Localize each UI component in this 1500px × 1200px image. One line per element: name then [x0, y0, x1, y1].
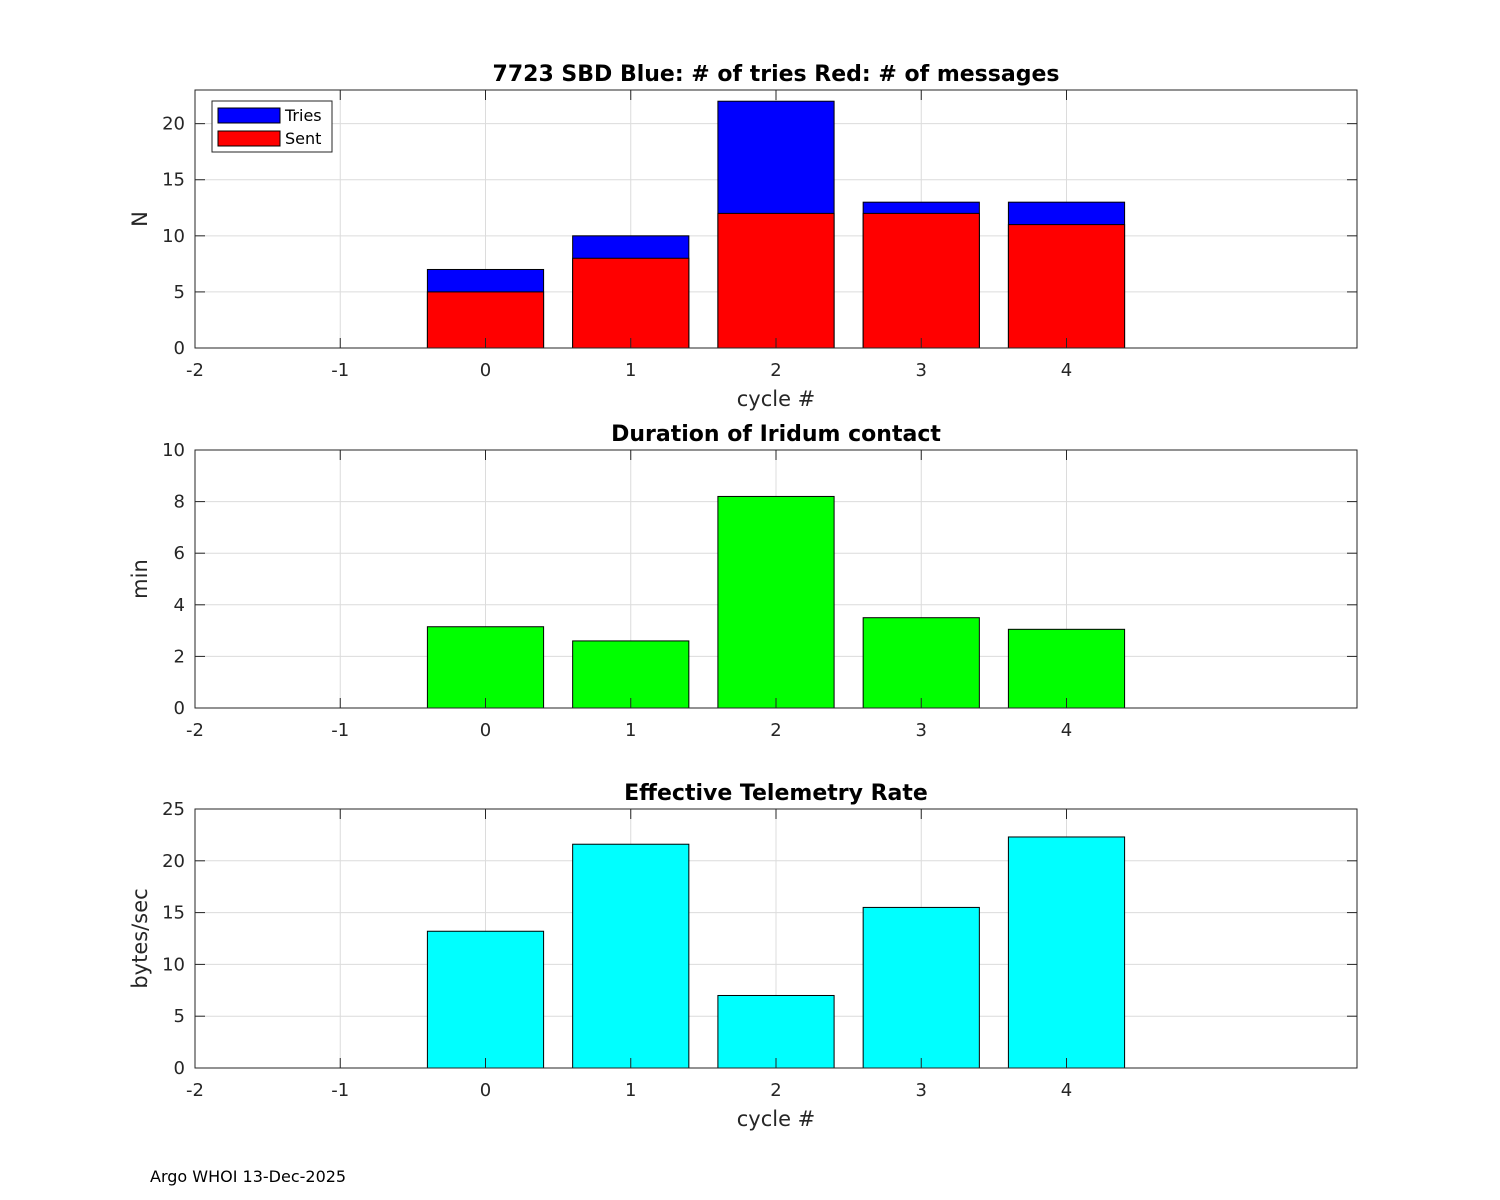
x-tick-label: 2: [770, 720, 781, 741]
bar-sent-cycle-1: [572, 257, 690, 349]
legend-swatch-tries: [217, 107, 281, 124]
x-tick-label: 0: [480, 720, 491, 741]
bar-sent-cycle-4: [1007, 224, 1126, 349]
bar-duration-cycle-4: [1007, 628, 1126, 709]
y-tick-label: 15: [162, 170, 185, 191]
bar-sent-cycle-3: [862, 212, 980, 349]
bar-duration-cycle-1: [572, 640, 690, 709]
y-axis-label: min: [128, 559, 152, 599]
y-tick-label: 5: [174, 282, 185, 303]
y-tick-label: 15: [162, 903, 185, 924]
footer-text: Argo WHOI 13-Dec-2025: [150, 1167, 346, 1186]
x-tick-label: 2: [770, 360, 781, 381]
y-axis-label: bytes/sec: [128, 888, 152, 988]
legend: Tries Sent: [211, 100, 333, 153]
legend-swatch-sent: [217, 130, 281, 147]
y-tick-label: 5: [174, 1006, 185, 1027]
x-tick-label: 1: [625, 720, 636, 741]
bar-duration-cycle-3: [862, 617, 980, 709]
y-tick-label: 20: [162, 851, 185, 872]
y-tick-label: 2: [174, 646, 185, 667]
y-tick-label: 10: [162, 954, 185, 975]
chart-panel-2: -2 -1 0 1 2 3 4 0 2 4 6 8 10 Duration of Iridum conta…: [128, 422, 1358, 741]
y-tick-label: 25: [162, 799, 185, 820]
y-tick-label: 8: [174, 492, 185, 513]
chart-title: Effective Telemetry Rate: [624, 781, 928, 806]
x-tick-label: 4: [1061, 1080, 1072, 1101]
x-tick-label: 4: [1061, 720, 1072, 741]
x-tick-label: 0: [480, 360, 491, 381]
x-axis-label: cycle #: [737, 387, 816, 411]
chart-panel-3: -2 -1 0 1 2 3 4 0 5 10 15 20 25 Effective Telemetry R…: [128, 781, 1358, 1131]
bar-rate-cycle-4: [1007, 836, 1126, 1069]
y-axis-label: N: [128, 211, 152, 227]
legend-label-tries: Tries: [284, 106, 322, 125]
x-tick-label: -1: [331, 1080, 349, 1101]
x-axis-label: cycle #: [737, 1107, 816, 1131]
legend-label-sent: Sent: [285, 129, 321, 148]
x-tick-label: 3: [916, 720, 927, 741]
bar-rate-cycle-1: [572, 843, 690, 1069]
x-tick-label: -2: [186, 1080, 204, 1101]
bar-duration-cycle-2: [717, 495, 835, 709]
bar-duration-cycle-0: [426, 626, 545, 709]
x-tick-label: 3: [916, 360, 927, 381]
y-tick-label: 10: [162, 440, 185, 461]
y-tick-label: 0: [174, 698, 185, 719]
bar-rate-cycle-0: [426, 930, 545, 1069]
x-tick-label: 1: [625, 1080, 636, 1101]
x-tick-label: 1: [625, 360, 636, 381]
x-tick-label: -2: [186, 720, 204, 741]
bar-sent-cycle-2: [717, 212, 835, 349]
chart-panel-1: -2 -1 0 1 2 3 4 0 5 10 15 20 7723 SBD Blue: # of tri…: [128, 62, 1358, 411]
x-tick-label: -1: [331, 720, 349, 741]
y-tick-label: 20: [162, 114, 185, 135]
x-tick-label: 4: [1061, 360, 1072, 381]
x-tick-label: 3: [916, 1080, 927, 1101]
x-tick-label: -2: [186, 360, 204, 381]
bar-rate-cycle-3: [862, 906, 980, 1069]
chart-title: 7723 SBD Blue: # of tries Red: # of mess…: [493, 62, 1060, 87]
chart-title: Duration of Iridum contact: [611, 422, 941, 447]
y-tick-label: 0: [174, 338, 185, 359]
x-tick-label: -1: [331, 360, 349, 381]
y-tick-label: 0: [174, 1058, 185, 1079]
y-tick-label: 4: [174, 595, 185, 616]
y-tick-label: 10: [162, 226, 185, 247]
bar-rate-cycle-2: [717, 994, 835, 1069]
x-tick-label: 0: [480, 1080, 491, 1101]
x-tick-label: 2: [770, 1080, 781, 1101]
y-tick-label: 6: [174, 543, 185, 564]
